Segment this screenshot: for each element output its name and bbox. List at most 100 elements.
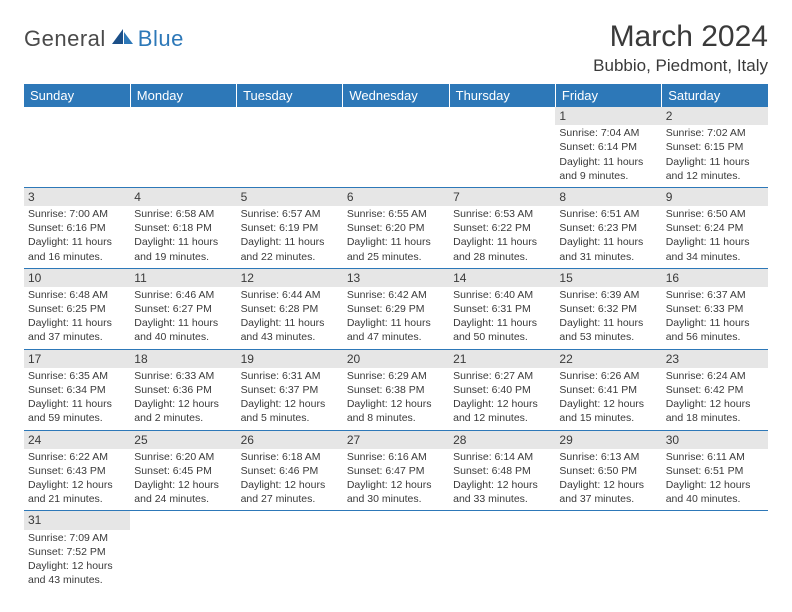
- calendar-day: [130, 107, 236, 187]
- calendar-day: [24, 107, 130, 187]
- daylight-line-2: and 50 minutes.: [453, 330, 551, 344]
- title-block: March 2024 Bubbio, Piedmont, Italy: [593, 20, 768, 76]
- calendar-day: 21Sunrise: 6:27 AMSunset: 6:40 PMDayligh…: [449, 349, 555, 430]
- daylight-line-2: and 31 minutes.: [559, 250, 657, 264]
- daylight-line-1: Daylight: 12 hours: [134, 478, 232, 492]
- sunset-line: Sunset: 6:22 PM: [453, 221, 551, 235]
- daylight-line-1: Daylight: 12 hours: [28, 478, 126, 492]
- sunset-line: Sunset: 6:31 PM: [453, 302, 551, 316]
- daylight-line-2: and 43 minutes.: [241, 330, 339, 344]
- sunrise-line: Sunrise: 6:39 AM: [559, 288, 657, 302]
- sunset-line: Sunset: 6:45 PM: [134, 464, 232, 478]
- day-number: 22: [555, 350, 661, 368]
- daylight-line-2: and 9 minutes.: [559, 169, 657, 183]
- sunrise-line: Sunrise: 6:13 AM: [559, 450, 657, 464]
- day-number: 19: [237, 350, 343, 368]
- daylight-line-1: Daylight: 11 hours: [28, 235, 126, 249]
- sunset-line: Sunset: 7:52 PM: [28, 545, 126, 559]
- day-number: 20: [343, 350, 449, 368]
- daylight-line-1: Daylight: 11 hours: [666, 155, 764, 169]
- sunrise-line: Sunrise: 6:37 AM: [666, 288, 764, 302]
- daylight-line-2: and 8 minutes.: [347, 411, 445, 425]
- calendar-day: 17Sunrise: 6:35 AMSunset: 6:34 PMDayligh…: [24, 349, 130, 430]
- daylight-line-1: Daylight: 12 hours: [241, 397, 339, 411]
- calendar-day: 19Sunrise: 6:31 AMSunset: 6:37 PMDayligh…: [237, 349, 343, 430]
- daylight-line-2: and 40 minutes.: [666, 492, 764, 506]
- daylight-line-1: Daylight: 11 hours: [559, 316, 657, 330]
- location: Bubbio, Piedmont, Italy: [593, 56, 768, 76]
- calendar-day: [662, 511, 768, 591]
- daylight-line-2: and 43 minutes.: [28, 573, 126, 587]
- daylight-line-1: Daylight: 11 hours: [666, 316, 764, 330]
- calendar-day: 30Sunrise: 6:11 AMSunset: 6:51 PMDayligh…: [662, 430, 768, 511]
- day-number: 25: [130, 431, 236, 449]
- daylight-line-1: Daylight: 11 hours: [241, 235, 339, 249]
- calendar-week: 17Sunrise: 6:35 AMSunset: 6:34 PMDayligh…: [24, 349, 768, 430]
- sunset-line: Sunset: 6:33 PM: [666, 302, 764, 316]
- daylight-line-2: and 12 minutes.: [453, 411, 551, 425]
- weekday-header: Sunday: [24, 84, 130, 107]
- sunset-line: Sunset: 6:50 PM: [559, 464, 657, 478]
- sunrise-line: Sunrise: 6:46 AM: [134, 288, 232, 302]
- weekday-header: Monday: [130, 84, 236, 107]
- logo-sail-icon: [110, 27, 136, 52]
- logo: General Blue: [24, 26, 184, 52]
- sunset-line: Sunset: 6:46 PM: [241, 464, 339, 478]
- daylight-line-2: and 34 minutes.: [666, 250, 764, 264]
- sunrise-line: Sunrise: 7:00 AM: [28, 207, 126, 221]
- daylight-line-1: Daylight: 11 hours: [241, 316, 339, 330]
- calendar-week: 24Sunrise: 6:22 AMSunset: 6:43 PMDayligh…: [24, 430, 768, 511]
- sunrise-line: Sunrise: 6:44 AM: [241, 288, 339, 302]
- day-number: 30: [662, 431, 768, 449]
- daylight-line-1: Daylight: 12 hours: [453, 478, 551, 492]
- daylight-line-2: and 28 minutes.: [453, 250, 551, 264]
- sunrise-line: Sunrise: 6:26 AM: [559, 369, 657, 383]
- daylight-line-2: and 30 minutes.: [347, 492, 445, 506]
- daylight-line-2: and 22 minutes.: [241, 250, 339, 264]
- day-number: 14: [449, 269, 555, 287]
- calendar-day: 5Sunrise: 6:57 AMSunset: 6:19 PMDaylight…: [237, 187, 343, 268]
- calendar-day: [343, 107, 449, 187]
- daylight-line-2: and 56 minutes.: [666, 330, 764, 344]
- calendar-day: 29Sunrise: 6:13 AMSunset: 6:50 PMDayligh…: [555, 430, 661, 511]
- day-number: 16: [662, 269, 768, 287]
- calendar-week: 3Sunrise: 7:00 AMSunset: 6:16 PMDaylight…: [24, 187, 768, 268]
- day-number: 8: [555, 188, 661, 206]
- calendar-day: 12Sunrise: 6:44 AMSunset: 6:28 PMDayligh…: [237, 268, 343, 349]
- daylight-line-2: and 16 minutes.: [28, 250, 126, 264]
- calendar-day: 27Sunrise: 6:16 AMSunset: 6:47 PMDayligh…: [343, 430, 449, 511]
- calendar-day: [449, 107, 555, 187]
- daylight-line-2: and 33 minutes.: [453, 492, 551, 506]
- daylight-line-1: Daylight: 12 hours: [241, 478, 339, 492]
- sunrise-line: Sunrise: 6:42 AM: [347, 288, 445, 302]
- day-number: 4: [130, 188, 236, 206]
- daylight-line-2: and 21 minutes.: [28, 492, 126, 506]
- daylight-line-1: Daylight: 12 hours: [559, 397, 657, 411]
- daylight-line-1: Daylight: 11 hours: [453, 235, 551, 249]
- daylight-line-1: Daylight: 11 hours: [347, 235, 445, 249]
- calendar-day: [130, 511, 236, 591]
- header: General Blue March 2024 Bubbio, Piedmont…: [24, 20, 768, 76]
- calendar-day: 14Sunrise: 6:40 AMSunset: 6:31 PMDayligh…: [449, 268, 555, 349]
- logo-word1: General: [24, 26, 106, 52]
- calendar-day: 20Sunrise: 6:29 AMSunset: 6:38 PMDayligh…: [343, 349, 449, 430]
- sunrise-line: Sunrise: 6:18 AM: [241, 450, 339, 464]
- day-number: 23: [662, 350, 768, 368]
- sunset-line: Sunset: 6:34 PM: [28, 383, 126, 397]
- calendar-day: 16Sunrise: 6:37 AMSunset: 6:33 PMDayligh…: [662, 268, 768, 349]
- daylight-line-1: Daylight: 11 hours: [559, 155, 657, 169]
- daylight-line-1: Daylight: 11 hours: [28, 397, 126, 411]
- day-number: 28: [449, 431, 555, 449]
- day-number: 15: [555, 269, 661, 287]
- daylight-line-2: and 37 minutes.: [559, 492, 657, 506]
- sunrise-line: Sunrise: 6:11 AM: [666, 450, 764, 464]
- calendar-day: 6Sunrise: 6:55 AMSunset: 6:20 PMDaylight…: [343, 187, 449, 268]
- calendar-day: [343, 511, 449, 591]
- daylight-line-2: and 2 minutes.: [134, 411, 232, 425]
- daylight-line-1: Daylight: 12 hours: [347, 478, 445, 492]
- weekday-header: Wednesday: [343, 84, 449, 107]
- sunset-line: Sunset: 6:40 PM: [453, 383, 551, 397]
- sunset-line: Sunset: 6:25 PM: [28, 302, 126, 316]
- calendar-day: 2Sunrise: 7:02 AMSunset: 6:15 PMDaylight…: [662, 107, 768, 187]
- sunset-line: Sunset: 6:29 PM: [347, 302, 445, 316]
